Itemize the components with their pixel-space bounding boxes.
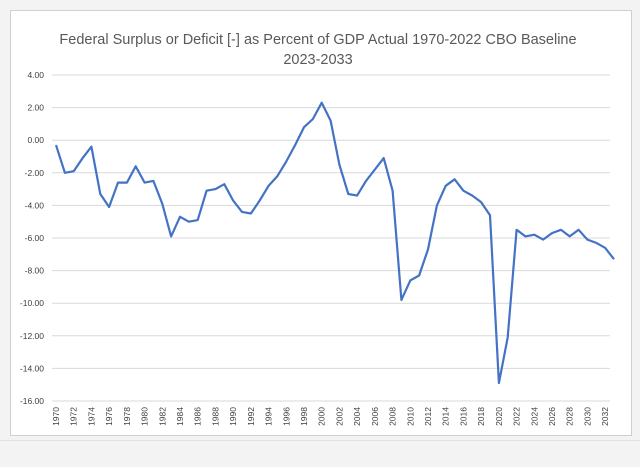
x-tick-label: 2006 — [370, 407, 380, 426]
chart-title: Federal Surplus or Deficit [-] as Percen… — [59, 32, 576, 68]
x-tick-label: 1972 — [69, 407, 79, 426]
x-tick-label: 1976 — [104, 407, 114, 426]
x-tick-label: 2024 — [529, 407, 539, 426]
x-tick-label: 2028 — [565, 407, 575, 426]
x-tick-label: 1988 — [210, 407, 220, 426]
x-tick-label: 2018 — [476, 407, 486, 426]
x-tick-label: 2010 — [405, 407, 415, 426]
x-tick-label: 1998 — [299, 407, 309, 426]
x-tick-label: 2014 — [441, 407, 451, 426]
y-tick-label: -16.00 — [20, 396, 44, 406]
chart: Federal Surplus or Deficit [-] as Percen… — [0, 0, 640, 440]
y-tick-label: -8.00 — [25, 266, 45, 276]
x-tick-label: 1996 — [281, 407, 291, 426]
x-tick-label: 2008 — [388, 407, 398, 426]
x-tick-label: 2030 — [582, 407, 592, 426]
y-axis-ticks: 4.00 2.00 0.00 -2.00 -4.00 -6.00 -8.00 -10.00 -1… — [20, 70, 44, 406]
y-tick-label: -2.00 — [25, 168, 45, 178]
x-tick-label: 2026 — [547, 407, 557, 426]
y-tick-label: -6.00 — [25, 233, 45, 243]
chart-title-line-2: 2023-2033 — [283, 52, 352, 68]
series-line — [56, 103, 614, 383]
x-tick-label: 1970 — [51, 407, 61, 426]
x-tick-label: 1986 — [193, 407, 203, 426]
y-tick-label: 4.00 — [27, 70, 44, 80]
x-axis-ticks: 1970 1972 1974 1976 1978 1980 1982 1984 1986 1988… — [51, 407, 610, 426]
x-tick-label: 2016 — [458, 407, 468, 426]
y-tick-label: -4.00 — [25, 200, 45, 210]
y-tick-label: -14.00 — [20, 363, 44, 373]
x-tick-label: 1992 — [246, 407, 256, 426]
x-tick-label: 1984 — [175, 407, 185, 426]
x-tick-label: 2012 — [423, 407, 433, 426]
y-tick-label: -12.00 — [20, 331, 44, 341]
x-tick-label: 2004 — [352, 407, 362, 426]
x-tick-label: 1978 — [122, 407, 132, 426]
y-tick-label: -10.00 — [20, 298, 44, 308]
x-tick-label: 1974 — [86, 407, 96, 426]
chart-title-line-1: Federal Surplus or Deficit [-] as Percen… — [59, 32, 576, 48]
x-tick-label: 1980 — [140, 407, 150, 426]
y-tick-label: 2.00 — [27, 103, 44, 113]
x-tick-label: 2032 — [600, 407, 610, 426]
x-tick-label: 1990 — [228, 407, 238, 426]
series-group — [56, 103, 614, 384]
x-tick-label: 1994 — [264, 407, 274, 426]
x-tick-label: 2002 — [334, 407, 344, 426]
x-tick-label: 2000 — [317, 407, 327, 426]
bottom-strip — [0, 440, 640, 467]
x-tick-label: 2022 — [512, 407, 522, 426]
y-tick-label: 0.00 — [27, 135, 44, 145]
x-tick-label: 2020 — [494, 407, 504, 426]
x-tick-label: 1982 — [157, 407, 167, 426]
